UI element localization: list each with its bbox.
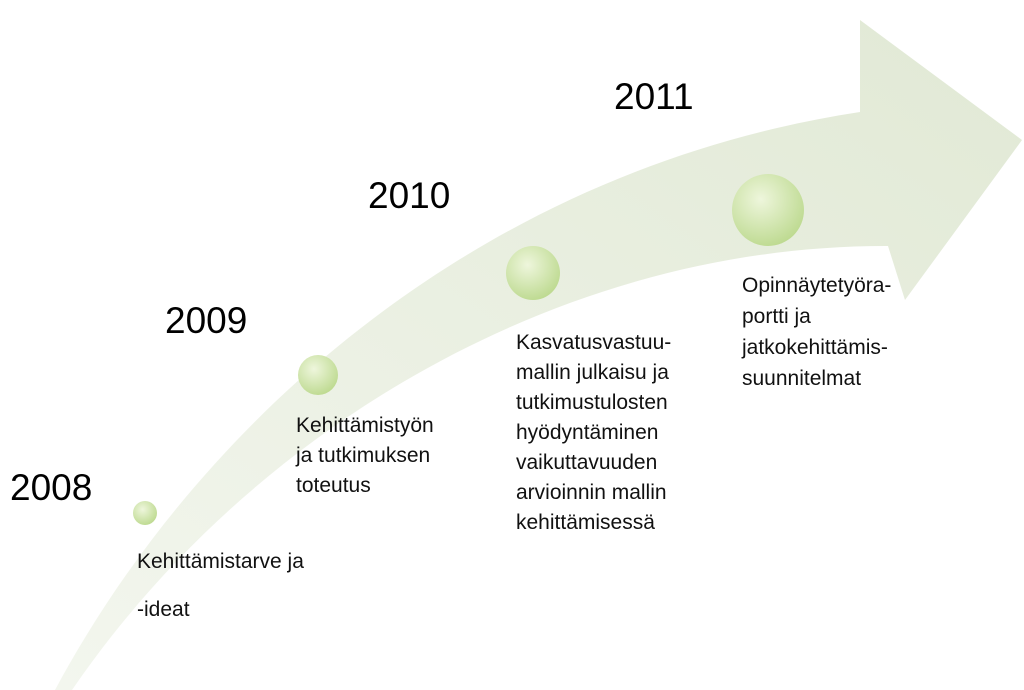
milestone-dot bbox=[732, 174, 804, 246]
milestone-text: hyödyntäminen bbox=[516, 421, 658, 444]
milestone-dot bbox=[133, 501, 157, 525]
milestone-text: -ideat bbox=[137, 598, 190, 621]
milestone-year: 2008 bbox=[10, 467, 92, 508]
milestone-dot bbox=[506, 246, 560, 300]
milestone-text: portti ja bbox=[742, 305, 811, 328]
milestone-text: Kasvatusvastuu- bbox=[516, 331, 671, 354]
milestone-text: Opinnäytetyöra- bbox=[742, 274, 891, 297]
milestone-year: 2009 bbox=[165, 300, 247, 341]
milestone-text: tutkimustulosten bbox=[516, 391, 668, 414]
milestone-text: Kehittämistarve ja bbox=[137, 550, 304, 573]
milestone-text: arvioinnin mallin bbox=[516, 481, 667, 504]
milestone-text: toteutus bbox=[296, 474, 371, 497]
milestone-year: 2011 bbox=[614, 76, 694, 117]
milestone-text: kehittämisessä bbox=[516, 511, 655, 534]
milestone-text: vaikuttavuuden bbox=[516, 451, 657, 474]
milestone-text: ja tutkimuksen bbox=[295, 444, 430, 467]
milestone-text: Kehittämistyön bbox=[296, 414, 434, 437]
milestone-year: 2010 bbox=[368, 175, 450, 216]
milestone-text: suunnitelmat bbox=[742, 367, 861, 390]
milestones: 2008 Kehittämistarve ja -ideat 2009 Kehittäm… bbox=[10, 76, 891, 621]
milestone-text: mallin julkaisu ja bbox=[516, 361, 669, 384]
milestone-text: jatkokehittämis- bbox=[741, 336, 888, 359]
milestone-dot bbox=[298, 355, 338, 395]
